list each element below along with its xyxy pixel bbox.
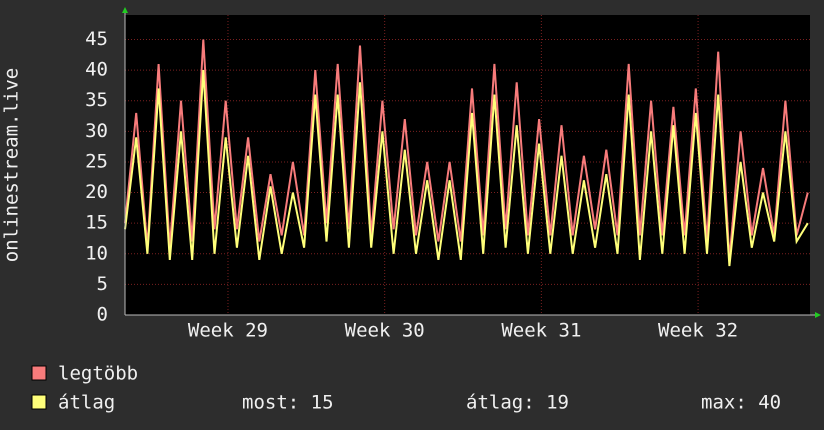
legend-label: átlag (58, 392, 115, 414)
y-tick-label: 30 (85, 120, 108, 142)
series-line (124, 39, 809, 260)
legend-stat: most: 15 (242, 392, 334, 414)
y-tick-label: 5 (97, 273, 108, 295)
y-tick-label: 10 (85, 242, 108, 264)
legend-stat: átlag: 19 (466, 392, 569, 414)
legend-swatch (31, 394, 47, 410)
y-arrow (122, 7, 128, 13)
y-tick-label: 35 (85, 89, 108, 111)
legend-swatch (31, 365, 47, 381)
x-tick-label: Week 30 (345, 320, 425, 342)
x-tick-label: Week 31 (501, 320, 581, 342)
legend-label: legtöbb (58, 363, 138, 385)
y-axis-label: onlinestream.live (1, 68, 23, 262)
y-tick-label: 20 (85, 181, 108, 203)
y-tick-label: 40 (85, 59, 108, 81)
x-arrow (815, 312, 821, 318)
x-tick-label: Week 32 (658, 320, 738, 342)
y-tick-label: 15 (85, 212, 108, 234)
y-tick-label: 45 (85, 28, 108, 50)
series-line (124, 70, 809, 267)
legend-stat: max: 40 (701, 392, 781, 414)
y-tick-label: 0 (97, 304, 108, 326)
x-tick-label: Week 29 (188, 320, 268, 342)
y-tick-label: 25 (85, 150, 108, 172)
